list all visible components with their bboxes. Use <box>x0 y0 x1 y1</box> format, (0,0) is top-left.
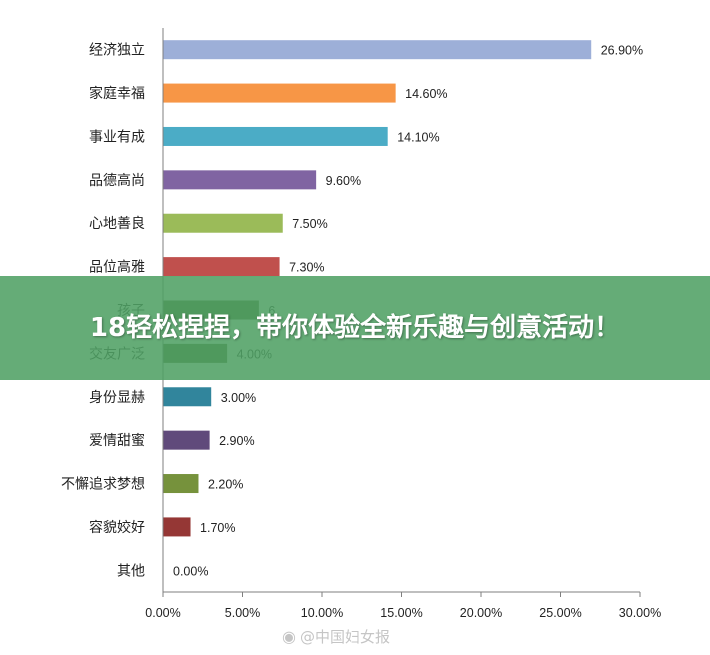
watermark: ◉ @中国妇女报 <box>282 626 390 647</box>
x-tick-label: 0.00% <box>145 606 180 620</box>
x-tick-label: 30.00% <box>619 606 661 620</box>
x-tick-label: 10.00% <box>301 606 343 620</box>
category-label: 品德高尚 <box>89 172 145 189</box>
value-label: 1.70% <box>200 521 235 535</box>
value-label: 14.60% <box>405 87 447 101</box>
bar <box>163 170 317 190</box>
x-tick-label: 15.00% <box>380 606 422 620</box>
bar <box>163 474 199 494</box>
category-label: 爱情甜蜜 <box>89 433 145 449</box>
category-label: 品位高雅 <box>89 259 145 276</box>
bar <box>163 387 212 407</box>
category-label: 心地善良 <box>89 216 145 232</box>
bar <box>163 257 280 277</box>
value-label: 2.20% <box>208 478 243 492</box>
category-label: 其他 <box>117 563 145 579</box>
x-tick-label: 20.00% <box>460 606 502 620</box>
value-label: 0.00% <box>173 564 208 578</box>
category-label: 家庭幸福 <box>89 85 145 102</box>
bar <box>163 430 210 450</box>
category-label: 不懈追求梦想 <box>61 476 145 493</box>
category-label: 经济独立 <box>89 43 145 59</box>
bar <box>163 126 388 146</box>
category-label: 事业有成 <box>89 129 145 145</box>
title-banner: 18轻松捏捏，带你体验全新乐趣与创意活动！ <box>0 276 710 380</box>
value-label: 7.50% <box>292 217 327 231</box>
value-label: 2.90% <box>219 434 254 448</box>
value-label: 7.30% <box>289 261 324 275</box>
bar <box>163 213 283 233</box>
weibo-icon: ◉ <box>282 627 296 646</box>
category-label: 身份显赫 <box>89 390 145 406</box>
value-label: 26.90% <box>601 44 643 58</box>
value-label: 9.60% <box>326 174 361 188</box>
banner-text: 18轻松捏捏，带你体验全新乐趣与创意活动！ <box>89 313 621 343</box>
bar <box>163 83 396 103</box>
x-tick-label: 25.00% <box>539 606 581 620</box>
category-label: 容貌姣好 <box>89 519 145 536</box>
watermark-text: @中国妇女报 <box>299 628 390 646</box>
value-label: 14.10% <box>397 130 439 144</box>
bar <box>163 517 191 537</box>
x-tick-label: 5.00% <box>225 606 260 620</box>
value-label: 3.00% <box>221 391 256 405</box>
bar <box>163 40 592 60</box>
